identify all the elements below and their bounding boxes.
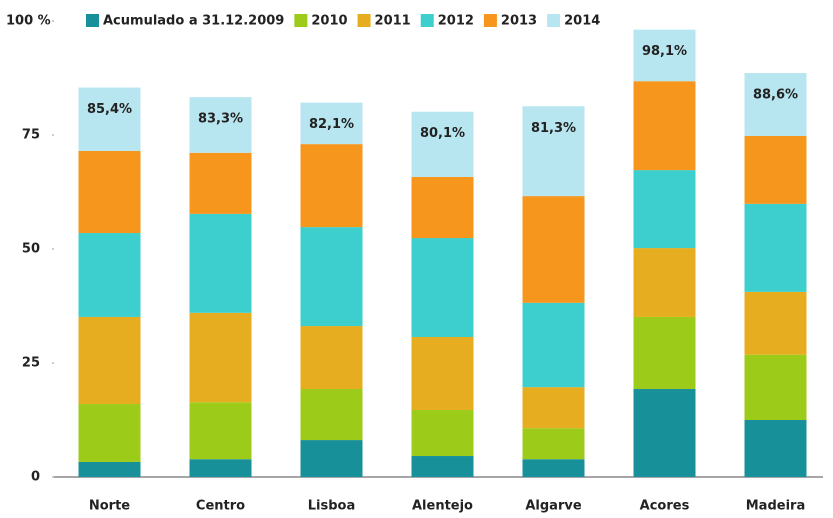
bar-segment <box>189 402 252 460</box>
y-tick-label: 75 <box>22 128 40 143</box>
bar-segment <box>78 87 141 151</box>
bar-segment <box>78 150 141 234</box>
bar-segment <box>522 106 585 197</box>
y-tick-label: 50 <box>22 242 40 257</box>
bar-segment <box>411 456 474 477</box>
total-label: 88,6% <box>753 87 798 102</box>
bar-segment <box>189 213 252 313</box>
bar-segment <box>411 111 474 177</box>
total-label: 82,1% <box>309 117 354 132</box>
bar-segment <box>411 409 474 457</box>
bar-segment <box>633 81 696 171</box>
legend-swatch <box>420 14 434 27</box>
x-tick-label: Acores <box>640 499 690 514</box>
bar-segment <box>189 312 252 403</box>
y-tick-label: 100 % <box>6 14 51 29</box>
legend-label: 2013 <box>501 14 537 29</box>
x-tick-label: Alentejo <box>412 499 473 514</box>
bar-segment <box>744 291 807 355</box>
bar-segment <box>633 316 696 389</box>
legend-swatch <box>294 14 308 27</box>
legend-swatch <box>357 14 371 27</box>
bar-segment <box>300 227 363 327</box>
bar-segment <box>522 302 585 388</box>
bar-segment <box>633 388 696 477</box>
x-tick-label: Centro <box>196 499 245 514</box>
y-tick-label: 25 <box>22 356 40 371</box>
x-tick-label: Algarve <box>525 499 581 514</box>
bar-segment <box>522 459 585 477</box>
y-tick-label: 0 <box>31 470 40 485</box>
x-tick-label: Lisboa <box>308 499 356 514</box>
bar-segment <box>189 459 252 477</box>
bar-segment <box>744 72 807 136</box>
bar-segment <box>744 420 807 477</box>
legend-label: 2014 <box>564 14 600 29</box>
legend-label: 2012 <box>438 14 474 29</box>
bar-segment <box>300 388 363 441</box>
total-label: 80,1% <box>420 126 465 141</box>
bar-segment <box>744 135 807 204</box>
bar-segment <box>522 428 585 460</box>
legend-label: 2011 <box>375 14 411 29</box>
legend-swatch <box>547 14 561 27</box>
bar-segment <box>411 337 474 410</box>
legend-swatch <box>483 14 497 27</box>
bar-segment <box>522 196 585 303</box>
bar-segment <box>744 354 807 420</box>
x-tick-label: Norte <box>89 499 130 514</box>
bar-segment <box>78 233 141 317</box>
bar-segment <box>411 176 474 239</box>
total-label: 85,4% <box>87 102 132 117</box>
x-tick-label: Madeira <box>746 499 805 514</box>
legend-label: Acumulado a 31.12.2009 <box>103 14 284 29</box>
legend-swatch <box>86 14 99 27</box>
bar-segment <box>78 461 141 477</box>
bar-segment <box>189 152 252 214</box>
total-label: 81,3% <box>531 121 576 136</box>
bar-segment <box>633 170 696 249</box>
bar-segment <box>300 144 363 228</box>
bar-segment <box>411 238 474 338</box>
bar-segment <box>189 97 252 153</box>
bar-segment <box>300 440 363 477</box>
bar-segment <box>300 102 363 145</box>
total-label: 83,3% <box>198 112 243 127</box>
total-label: 98,1% <box>642 44 687 59</box>
bar-segment <box>78 404 141 462</box>
bar-segment <box>744 203 807 292</box>
bar-segment <box>78 316 141 405</box>
legend-label: 2010 <box>311 14 347 29</box>
bar-segment <box>300 326 363 389</box>
bar-segment <box>633 248 696 317</box>
bar-segment <box>633 29 696 82</box>
bar-segment <box>522 387 585 429</box>
